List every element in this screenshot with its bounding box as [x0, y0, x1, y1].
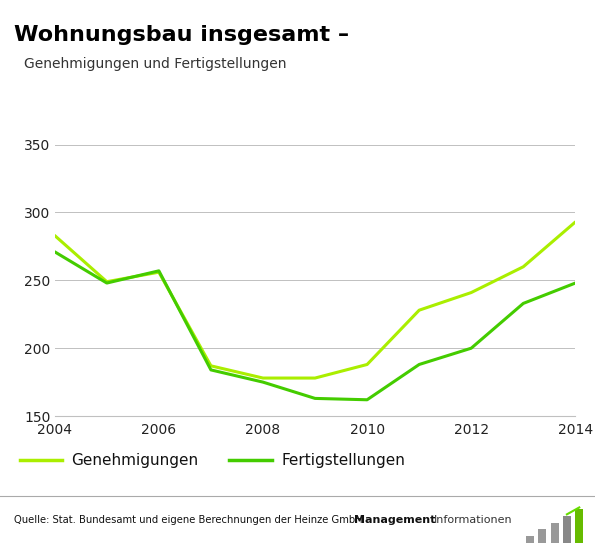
Bar — [526, 536, 534, 543]
Text: Wohnungsbau insgesamt –: Wohnungsbau insgesamt – — [14, 25, 349, 45]
Text: Management: Management — [354, 515, 436, 525]
Text: Quelle: Stat. Bundesamt und eigene Berechnungen der Heinze GmbH: Quelle: Stat. Bundesamt und eigene Berec… — [14, 515, 363, 525]
Text: Informationen: Informationen — [434, 515, 513, 525]
Bar — [563, 516, 571, 543]
Bar — [550, 523, 559, 543]
Legend: Genehmigungen, Fertigstellungen: Genehmigungen, Fertigstellungen — [20, 454, 405, 468]
Bar — [538, 530, 546, 543]
Text: Genehmigungen und Fertigstellungen: Genehmigungen und Fertigstellungen — [24, 57, 286, 72]
Bar — [575, 509, 583, 543]
